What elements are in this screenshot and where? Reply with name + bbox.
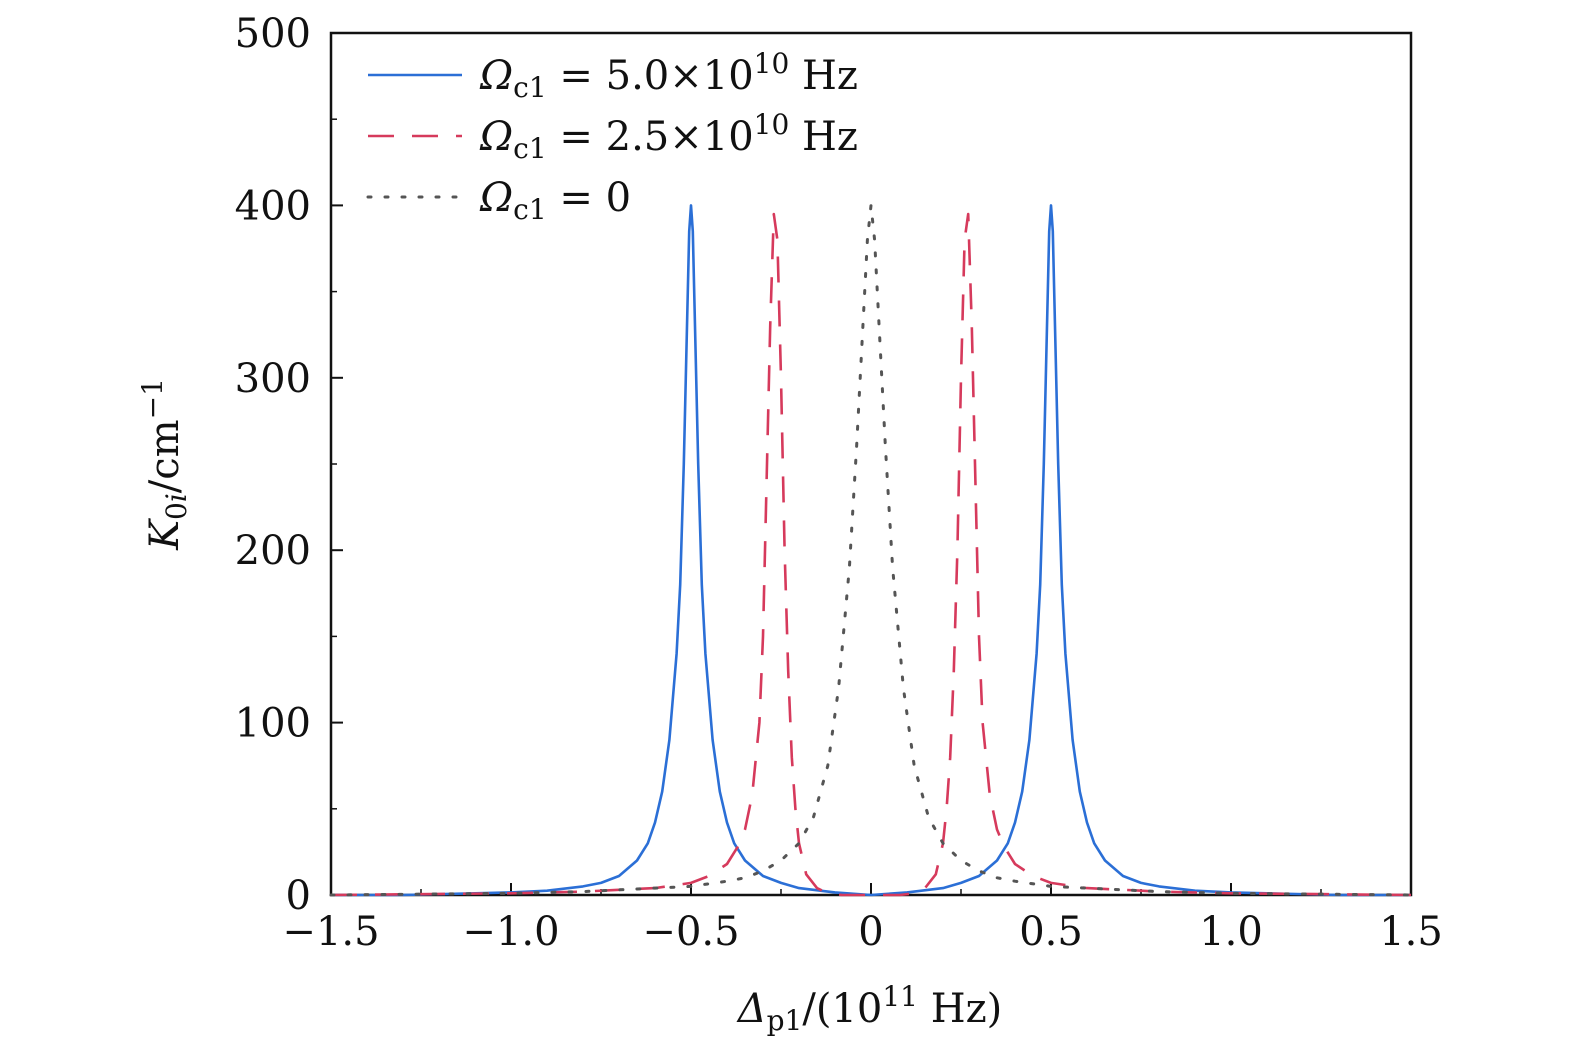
x-tick-label: −1.5 [282,909,379,955]
y-tick-label: 400 [235,183,311,229]
legend-exp: 10 [754,47,790,80]
legend-tail: Hz [789,114,858,160]
x-tick-label: 1.5 [1379,909,1443,955]
y-tick-label: 0 [286,873,311,919]
y-tick-label: 500 [235,11,311,57]
legend-symbol: Ω [479,175,513,221]
y-axis-exponent: −1 [136,378,169,419]
x-axis-unit-suffix: Hz) [918,986,1002,1032]
series-layer [329,203,1413,897]
y-tick-label: 300 [235,356,311,402]
y-axis-unit: /cm [142,419,188,493]
x-tick-label: −1.0 [462,909,559,955]
y-axis-title: K0i/cm−1 [136,378,193,551]
series-line-1 [331,204,1411,897]
legend-symbol: Ω [479,53,513,99]
series-line-3 [329,203,1413,897]
legend-label-2: Ωc1 = 2.5×1010 Hz [479,108,858,165]
legend-sub: c1 [513,193,547,226]
y-tick-label: 200 [235,528,311,574]
legend-eq: = 2.5×10 [547,114,754,160]
x-axis-unit-prefix: /(10 [802,986,882,1032]
legend-sub: c1 [513,71,547,104]
legend-sub: c1 [513,132,547,165]
legend-eq: = 0 [547,175,631,221]
x-tick-label: −0.5 [642,909,739,955]
y-axis-symbol: K [142,518,188,551]
x-tick-label: 0 [858,909,883,955]
x-tick-label: 0.5 [1019,909,1083,955]
x-axis-symbol: Δ [736,986,767,1032]
legend-symbol: Ω [479,114,513,160]
legend-exp: 10 [754,108,790,141]
x-axis-title: Δp1/(1011 Hz) [736,980,1003,1037]
legend-label-1: Ωc1 = 5.0×1010 Hz [479,47,858,104]
y-tick-label: 100 [235,701,311,747]
x-axis-subscript: p1 [767,1004,803,1037]
x-axis-exponent: 11 [882,980,918,1013]
series-line-2 [330,212,1412,897]
y-axis-subscript: 0 [160,502,193,520]
axis-ticks: −1.5 −1.0 −0.5 0 0.5 1.0 1.5 0 100 200 300 400 500 [235,11,1443,955]
plot-area [329,31,1413,897]
legend-label-3: Ωc1 = 0 [479,175,631,226]
legend-eq: = 5.0×10 [547,53,754,99]
legend-tail: Hz [789,53,858,99]
y-axis-subscript-italic: i [160,493,193,502]
x-tick-label: 1.0 [1199,909,1263,955]
